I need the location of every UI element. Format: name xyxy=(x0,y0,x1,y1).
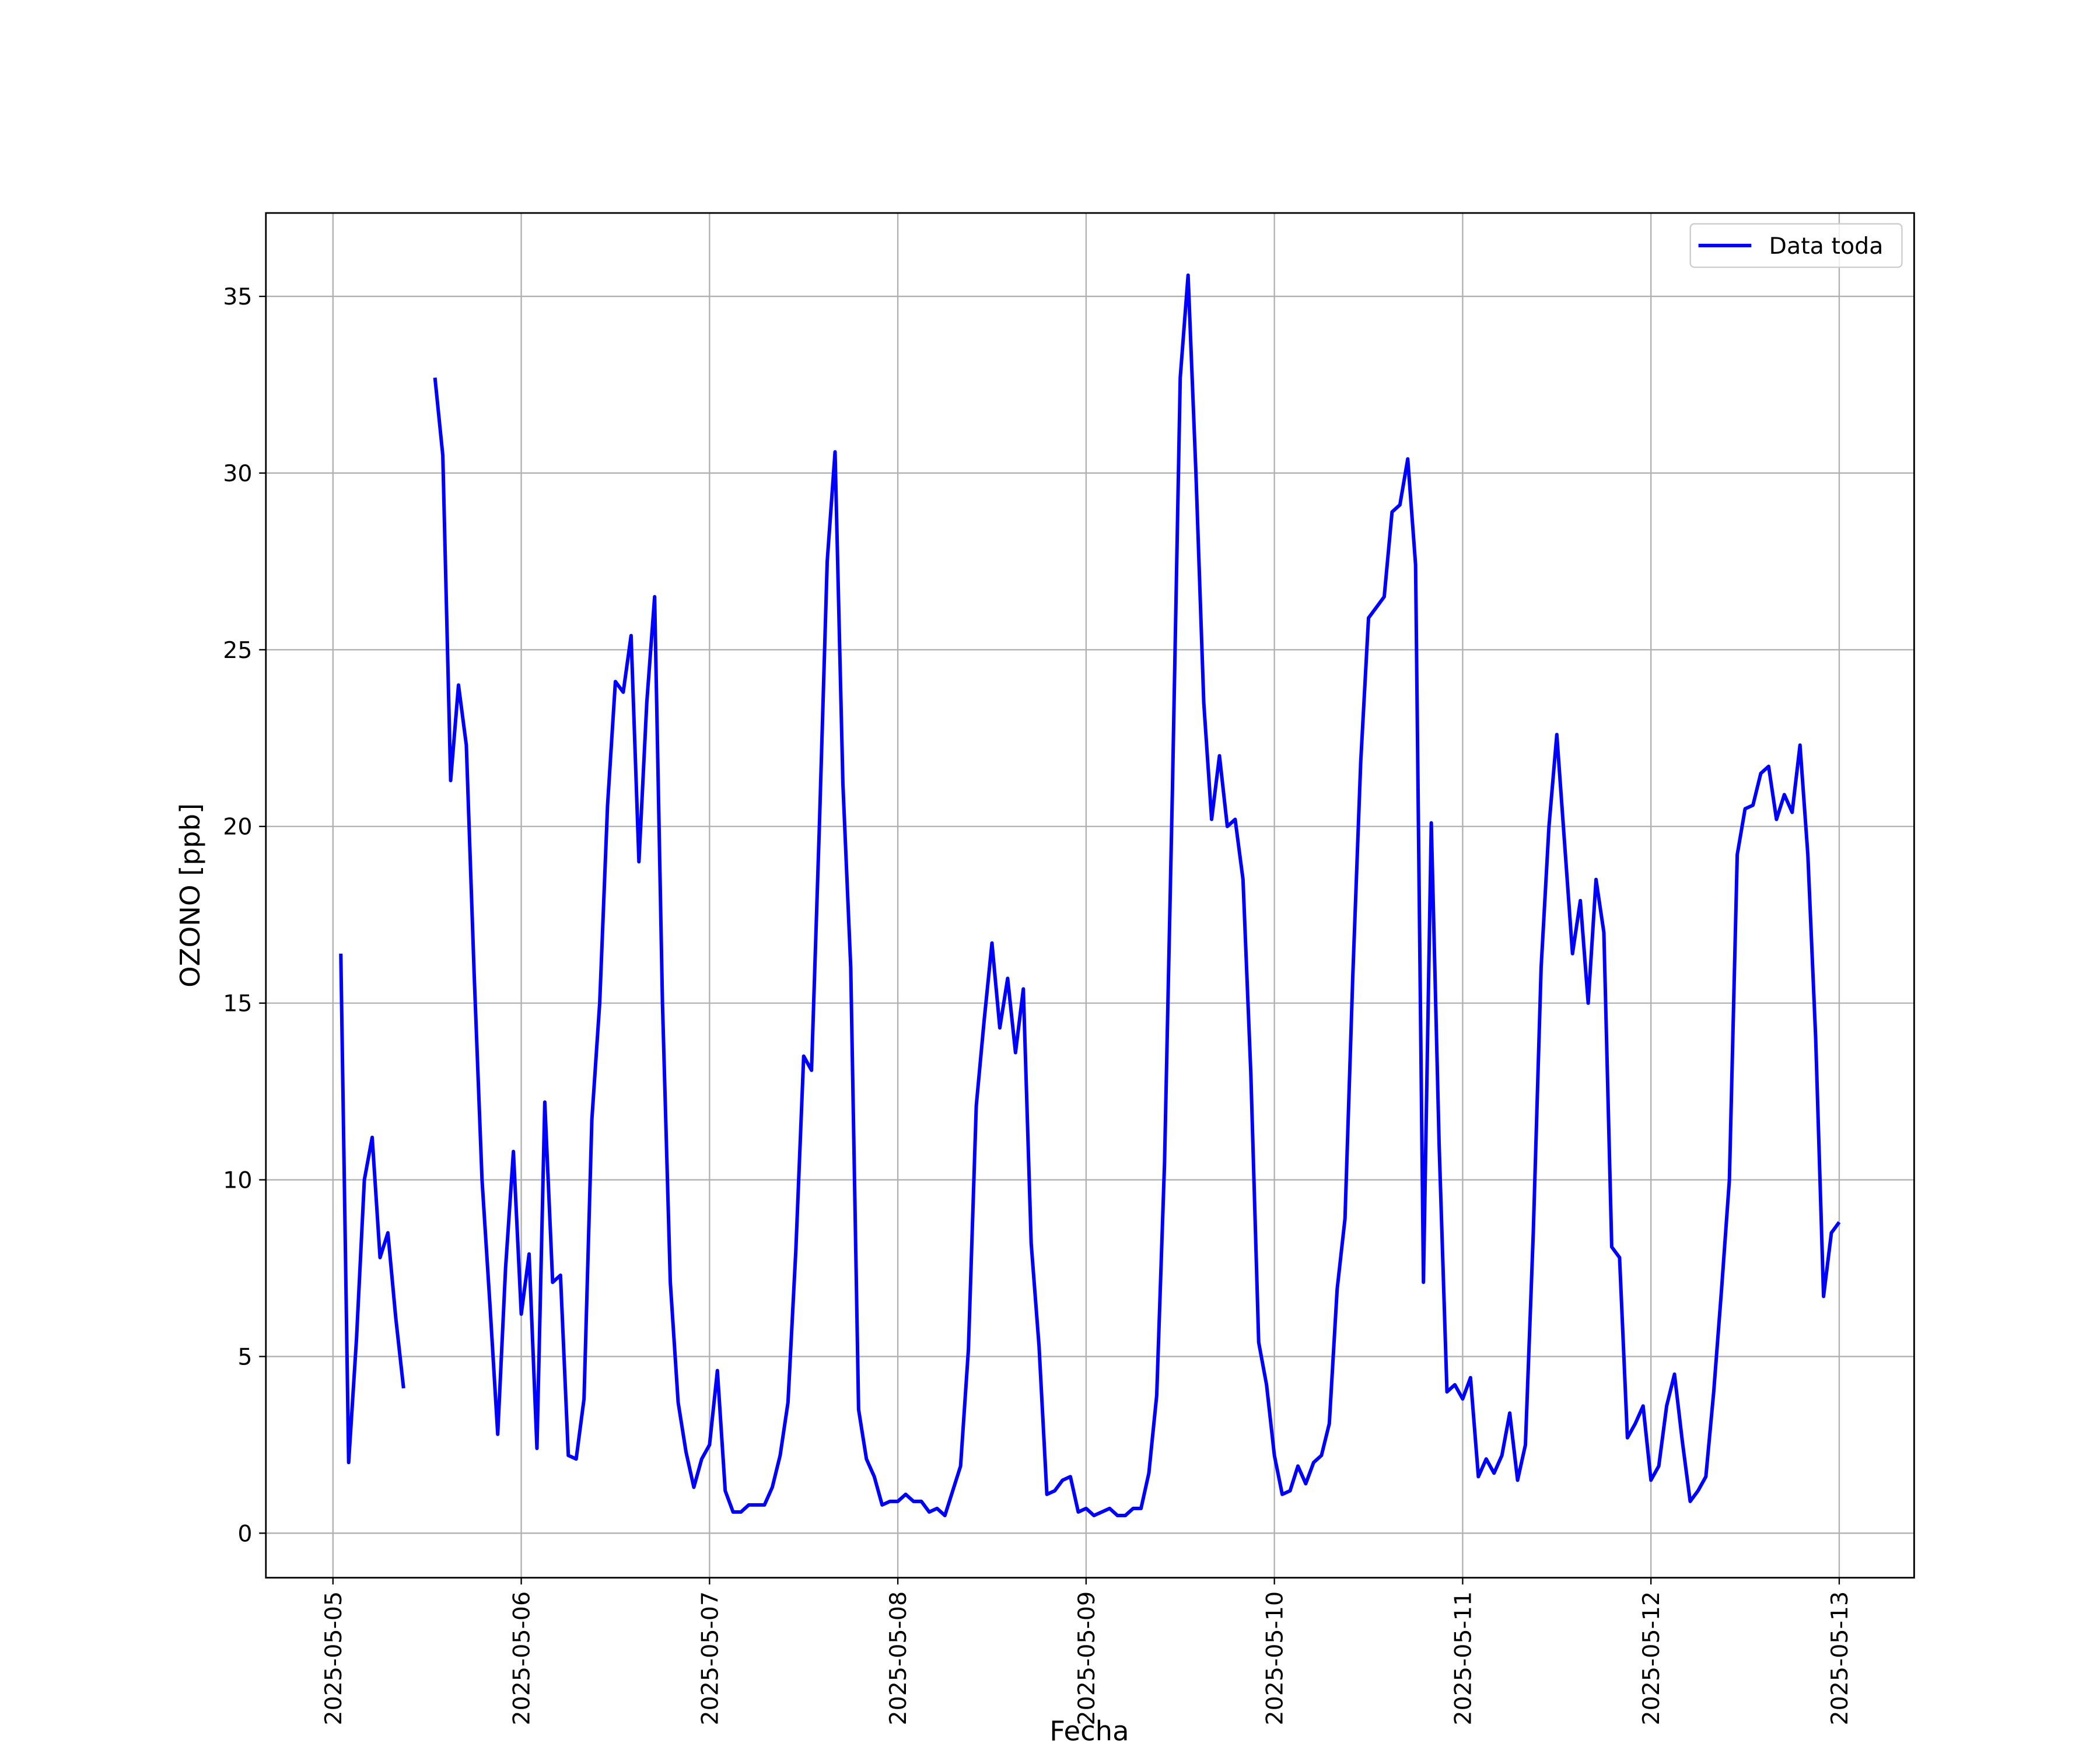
x-tick-label: 2025-05-08 xyxy=(885,1591,912,1726)
y-tick-label: 15 xyxy=(223,991,252,1017)
legend-label: Data toda xyxy=(1769,233,1884,260)
legend-box xyxy=(1689,223,1903,268)
x-tick-label: 2025-05-11 xyxy=(1450,1591,1476,1726)
x-tick-label: 2025-05-07 xyxy=(696,1591,723,1726)
y-tick-label: 10 xyxy=(223,1167,252,1194)
y-axis-label: OZONO [ppb] xyxy=(174,803,206,988)
y-tick-label: 35 xyxy=(223,284,252,310)
x-tick-label: 2025-05-06 xyxy=(509,1591,536,1726)
plot-area xyxy=(339,273,1841,1518)
y-tick-label: 30 xyxy=(223,460,252,487)
x-tick-label: 2025-05-12 xyxy=(1638,1591,1665,1726)
grid xyxy=(265,213,1915,1578)
y-tick-label: 20 xyxy=(223,814,252,841)
y-tick-label: 25 xyxy=(223,637,252,664)
ticks: 0 5 10 15 20 25 30 35 2025-05-05 2025-05-06 2025-0… xyxy=(223,284,1853,1726)
x-tick-label: 2025-05-09 xyxy=(1073,1591,1100,1726)
x-axis-label: Fecha xyxy=(1049,1716,1129,1747)
y-tick-label: 0 xyxy=(237,1520,252,1547)
y-tick-label: 5 xyxy=(237,1343,252,1370)
x-tick-label: 2025-05-05 xyxy=(320,1591,347,1726)
x-tick-label: 2025-05-10 xyxy=(1262,1591,1289,1726)
x-tick-label: 2025-05-13 xyxy=(1826,1591,1853,1726)
data-line xyxy=(339,273,1841,1518)
legend: Data toda xyxy=(1689,223,1903,268)
axes-frame xyxy=(265,212,1915,1579)
